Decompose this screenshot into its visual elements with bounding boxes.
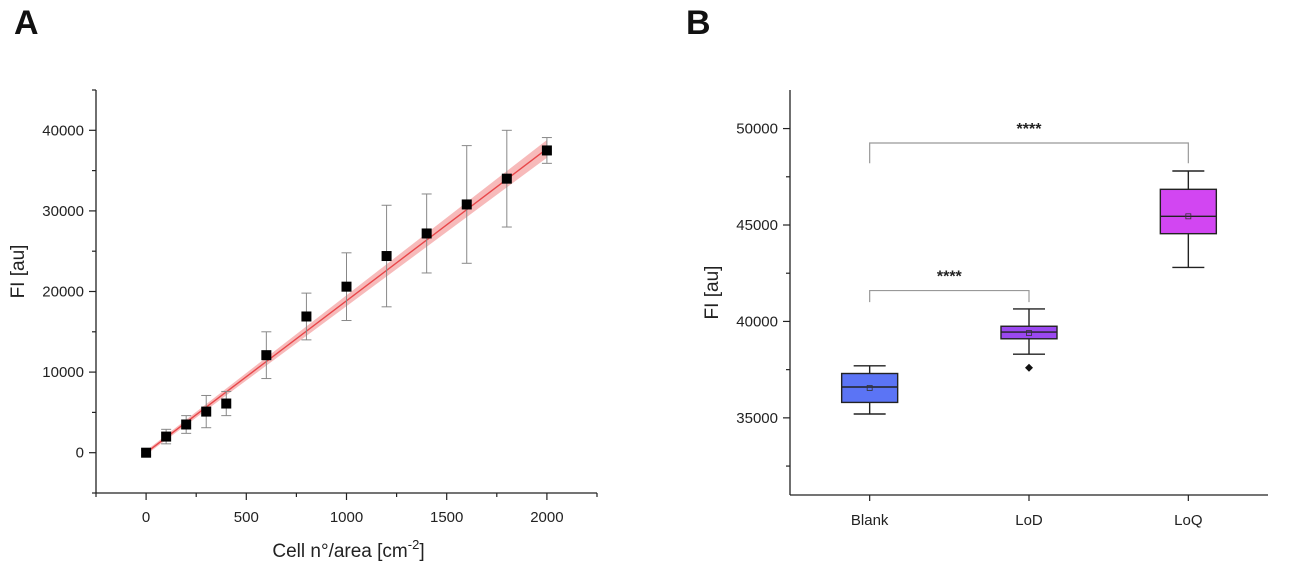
box-loq — [1159, 188, 1218, 235]
scatter-chart-a: 0 500 1000 1500 2000010000200003000040000Cel… — [8, 89, 598, 561]
data-point — [201, 406, 212, 417]
y-tick-label: 20000 — [42, 284, 84, 301]
x-tick-label: LoD — [1015, 512, 1043, 529]
mean-marker — [1026, 330, 1032, 336]
x-tick-label: 1000 — [330, 509, 363, 526]
data-point — [341, 281, 352, 292]
data-point — [421, 228, 432, 239]
y-tick-label: 30000 — [42, 203, 84, 220]
x-tick-label: LoQ — [1174, 512, 1202, 529]
y-tick-label: 45000 — [736, 217, 778, 234]
x-axis-title-end: ] — [419, 541, 424, 561]
panel-a-label: A — [14, 4, 39, 42]
data-point — [501, 173, 512, 184]
data-point — [161, 431, 172, 442]
significance-label: **** — [1017, 121, 1043, 138]
y-tick-label: 0 — [76, 445, 84, 462]
data-point — [381, 251, 392, 262]
data-point — [261, 350, 272, 361]
box-blank — [840, 372, 899, 404]
significance-label: **** — [937, 269, 963, 286]
y-tick-label: 40000 — [736, 313, 778, 330]
x-tick-label: 2000 — [530, 509, 563, 526]
panel-b-label: B — [686, 4, 711, 42]
x-tick-label: 500 — [234, 509, 259, 526]
data-point — [301, 311, 312, 322]
x-axis-title-superscript: -2 — [408, 537, 420, 552]
data-point — [541, 145, 552, 156]
x-tick-label: Blank — [851, 512, 889, 529]
y-axis-title: FI [au] — [8, 245, 29, 299]
data-point — [141, 447, 152, 458]
significance-bracket — [869, 289, 1030, 303]
data-point — [461, 199, 472, 210]
y-axis-title: FI [au] — [702, 266, 723, 320]
data-point — [181, 419, 192, 430]
y-tick-label: 10000 — [42, 364, 84, 381]
data-point — [221, 398, 232, 409]
significance-bracket — [869, 142, 1189, 164]
mean-marker — [866, 385, 873, 391]
outlier-point — [1025, 363, 1033, 372]
x-axis-title: Cell n°/area [cm-2] — [272, 537, 424, 561]
box-chart-b: 35000 40000 45000 50000 FI [au] Blank LoD LoQ **… — [702, 90, 1268, 529]
x-tick-label: 0 — [142, 509, 150, 526]
mean-marker — [1185, 213, 1192, 220]
y-tick-label: 40000 — [42, 122, 84, 139]
x-tick-label: 1500 — [430, 509, 463, 526]
y-tick-label: 35000 — [736, 410, 778, 427]
x-axis-title-main: Cell n°/area [cm — [272, 541, 407, 561]
y-tick-label: 50000 — [736, 121, 778, 138]
